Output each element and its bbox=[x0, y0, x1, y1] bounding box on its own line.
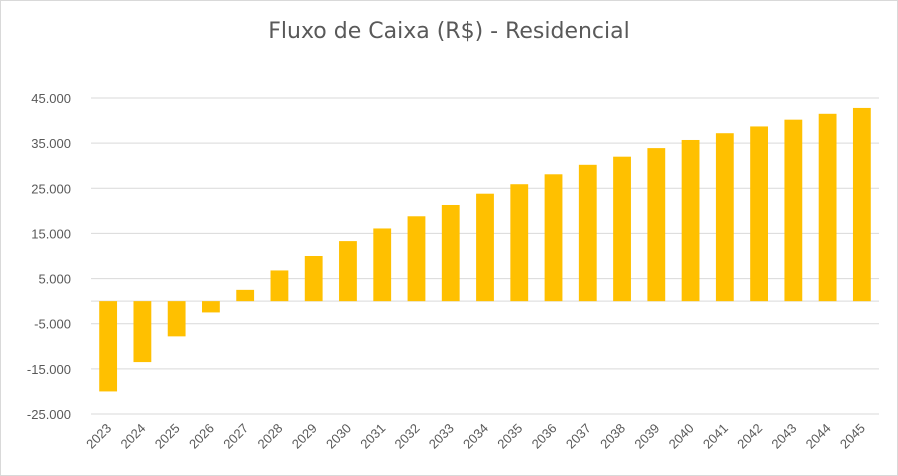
x-tick-label: 2029 bbox=[289, 421, 320, 452]
y-tick-label: 25.000 bbox=[31, 181, 71, 196]
y-tick-label: 45.000 bbox=[31, 91, 71, 106]
y-tick-label: -25.000 bbox=[27, 407, 71, 422]
chart-title: Fluxo de Caixa (R$) - Residencial bbox=[268, 19, 630, 44]
bar-2026 bbox=[202, 301, 220, 313]
bar-2027 bbox=[236, 289, 255, 302]
bar-2042 bbox=[750, 126, 768, 302]
x-tick-label: 2042 bbox=[734, 421, 765, 452]
x-tick-label: 2044 bbox=[803, 421, 834, 452]
x-tick-label: 2030 bbox=[323, 421, 354, 452]
x-tick-label: 2024 bbox=[117, 421, 148, 452]
x-tick-label: 2045 bbox=[837, 421, 868, 452]
x-tick-label: 2037 bbox=[563, 421, 594, 452]
x-tick-label: 2026 bbox=[186, 421, 217, 452]
y-tick-label: -15.000 bbox=[27, 362, 71, 377]
x-tick-label: 2028 bbox=[254, 421, 285, 452]
bar-2023 bbox=[99, 301, 118, 392]
y-tick-label: 15.000 bbox=[31, 226, 71, 241]
bar-2033 bbox=[441, 204, 460, 302]
bar-2044 bbox=[818, 113, 837, 302]
x-tick-label: 2031 bbox=[357, 421, 388, 452]
y-tick-label: 5.000 bbox=[38, 272, 71, 287]
bar-2043 bbox=[784, 119, 803, 302]
bar-2038 bbox=[613, 156, 631, 302]
y-tick-label: -5.000 bbox=[34, 317, 71, 332]
bar-2039 bbox=[647, 148, 666, 302]
y-tick-label: 35.000 bbox=[31, 136, 71, 151]
bar-2028 bbox=[270, 270, 289, 302]
bar-2025 bbox=[167, 301, 186, 337]
x-tick-label: 2036 bbox=[529, 421, 560, 452]
x-tick-label: 2025 bbox=[152, 421, 183, 452]
x-tick-label: 2032 bbox=[392, 421, 423, 452]
bar-2036 bbox=[544, 174, 563, 302]
x-tick-label: 2043 bbox=[768, 421, 799, 452]
bar-2034 bbox=[476, 193, 494, 302]
x-tick-label: 2027 bbox=[220, 421, 251, 452]
x-tick-label: 2039 bbox=[631, 421, 662, 452]
bar-2037 bbox=[578, 164, 597, 302]
bar-2041 bbox=[715, 133, 734, 302]
bar-2031 bbox=[373, 228, 392, 302]
x-tick-label: 2038 bbox=[597, 421, 628, 452]
bar-2040 bbox=[681, 139, 700, 302]
bar-2045 bbox=[852, 107, 871, 302]
x-tick-label: 2040 bbox=[666, 421, 697, 452]
x-tick-label: 2034 bbox=[460, 421, 491, 452]
bar-2032 bbox=[407, 216, 426, 302]
x-tick-label: 2033 bbox=[426, 421, 457, 452]
x-tick-label: 2023 bbox=[83, 421, 114, 452]
x-tick-label: 2041 bbox=[700, 421, 731, 452]
bar-2030 bbox=[339, 241, 357, 302]
bar-2035 bbox=[510, 184, 529, 302]
bar-2024 bbox=[133, 301, 152, 363]
bar-2029 bbox=[304, 256, 323, 302]
x-tick-label: 2035 bbox=[494, 421, 525, 452]
